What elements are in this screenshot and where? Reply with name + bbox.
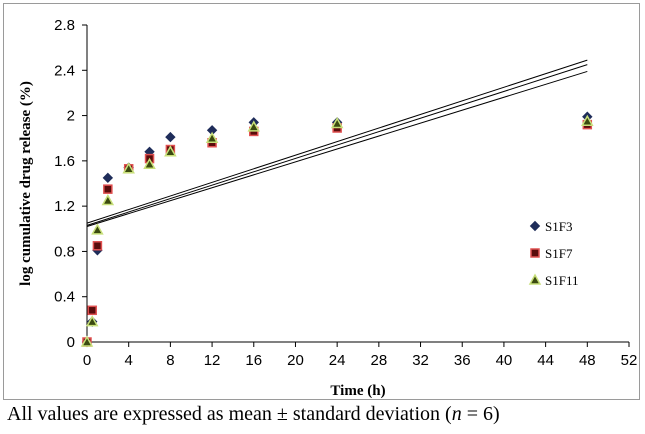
data-point-s1f3 <box>102 172 114 184</box>
y-axis-title: log cumulative drug release (%) <box>18 81 34 286</box>
x-tick-label: 28 <box>371 352 388 369</box>
x-tick-label: 0 <box>83 352 91 369</box>
x-tick-label: 36 <box>454 352 471 369</box>
data-point-s1f11 <box>205 131 219 143</box>
caption-prefix: All values are expressed as mean ± stand… <box>7 403 452 425</box>
data-point-s1f11 <box>164 145 177 157</box>
data-point-s1f11 <box>122 162 135 174</box>
x-tick-label: 4 <box>125 352 133 369</box>
data-point-s1f11 <box>91 223 104 235</box>
x-tick-label: 32 <box>412 352 429 369</box>
x-tick-label: 12 <box>204 352 221 369</box>
y-tick-label: 0 <box>67 334 75 351</box>
data-point-s1f11 <box>85 315 99 327</box>
x-tick-label: 20 <box>287 352 304 369</box>
x-axis-title: Time (h) <box>330 383 385 399</box>
x-tick-label: 52 <box>621 352 638 369</box>
trendline-s1f7 <box>86 64 588 226</box>
data-point-s1f7 <box>103 184 113 194</box>
x-tick-label: 8 <box>166 352 174 369</box>
data-point-s1f7 <box>87 305 97 316</box>
y-tick-label: 2.4 <box>54 62 75 79</box>
legend-marker-s1f11 <box>528 273 542 285</box>
y-tick-label: 1.2 <box>54 198 75 215</box>
legend-marker-s1f7 <box>530 248 540 258</box>
caption-italic: n <box>451 403 462 425</box>
chart-frame: 0 0.4 0.8 1.2 1.6 2 2.4 2.8 0 4 8 12 16 20 24 28 32 36 40 4… <box>3 3 640 400</box>
y-tick-label: 2.8 <box>54 17 75 34</box>
data-point-s1f7 <box>92 241 103 251</box>
trendline-s1f11 <box>86 70 588 227</box>
data-point-s1f11 <box>101 193 115 206</box>
data-point-s1f11 <box>330 116 344 129</box>
legend-label-s1f11: S1F11 <box>545 273 578 288</box>
caption-suffix: = 6) <box>461 403 500 425</box>
x-tick-label: 44 <box>537 352 554 369</box>
y-tick-label: 2 <box>67 108 75 125</box>
x-tick-label: 40 <box>496 352 513 369</box>
data-point-s1f11 <box>247 120 261 132</box>
data-point-s1f11 <box>581 114 594 126</box>
x-tick-label: 24 <box>329 352 346 369</box>
trendline-s1f3 <box>86 59 588 224</box>
y-tick-label: 0.4 <box>54 289 75 306</box>
legend-label-s1f3: S1F3 <box>545 219 572 234</box>
data-point-s1f3 <box>165 131 176 143</box>
y-tick-label: 0.8 <box>54 243 75 260</box>
chart: 00.40.81.21.622.42.80 4 8 12 16 20 24 28 32 36 40 4… <box>18 17 638 399</box>
x-tick-label: 16 <box>245 352 262 369</box>
caption: All values are expressed as mean ± stand… <box>7 403 637 426</box>
data-point-s1f11 <box>143 157 156 170</box>
y-tick-label: 1.6 <box>54 153 75 170</box>
data-point-s1f11 <box>80 335 94 347</box>
x-tick-label: 48 <box>579 352 596 369</box>
legend-marker-s1f3 <box>529 220 541 232</box>
legend-label-s1f7: S1F7 <box>545 246 573 261</box>
